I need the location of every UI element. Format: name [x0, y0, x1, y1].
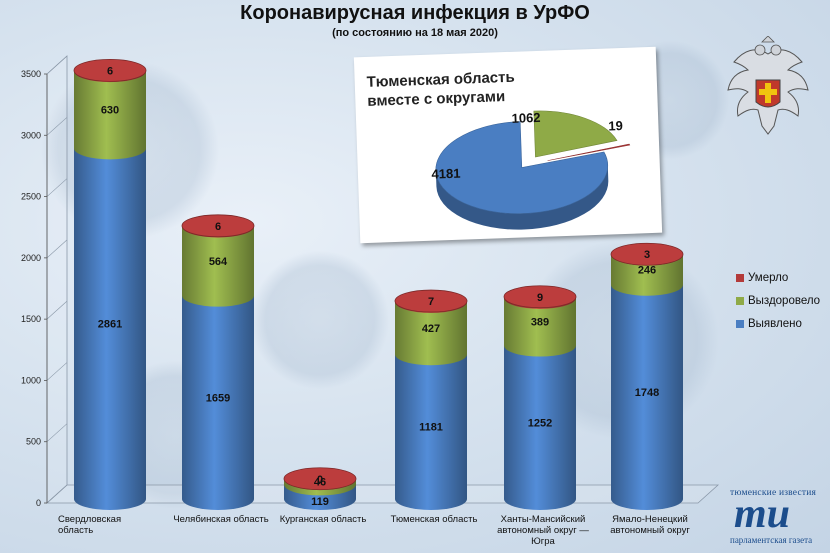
chart-subtitle: (по состоянию на 18 мая 2020)	[332, 27, 498, 39]
logo-mark: ти	[734, 491, 791, 537]
x-category-label: автономный округ	[610, 525, 690, 536]
segment-recovered	[395, 301, 467, 366]
data-label-died: 7	[428, 296, 434, 308]
newspaper-logo: тюменские известия ти парламентская газе…	[728, 488, 828, 550]
data-label-detected: 1748	[635, 387, 659, 399]
x-category-label: область	[58, 525, 93, 536]
eagle-emblem-icon	[727, 36, 809, 135]
data-label-detected: 1181	[419, 422, 443, 434]
legend-swatch	[736, 273, 744, 282]
data-label-died: 6	[107, 65, 113, 77]
y-gridline	[46, 117, 68, 136]
data-label-died: 0	[317, 474, 323, 486]
segment-detected	[504, 345, 576, 510]
data-label-detected: 1252	[528, 417, 552, 429]
y-gridline	[46, 55, 68, 75]
data-label-died: 6	[215, 221, 221, 233]
x-category-label: Челябинская область	[173, 514, 268, 525]
y-tick-label: 3500	[21, 69, 41, 79]
logo-top-text: тюменские известия	[730, 488, 817, 498]
pie-slice-detected	[435, 121, 609, 214]
pie-data-label: 1062	[511, 110, 540, 126]
cylinder-top-cap	[503, 285, 577, 309]
data-label-detected: 2861	[98, 319, 122, 331]
pie-data-label: 19	[608, 118, 623, 133]
legend-label: Выздоровело	[748, 294, 821, 307]
legend-label: Умерло	[748, 271, 789, 284]
segment-recovered	[611, 254, 683, 296]
segment-detected	[611, 284, 683, 510]
cylinder-top-cap	[181, 214, 255, 238]
x-category-label: Ханты-Мансийский	[501, 514, 586, 525]
data-label-died: 3	[644, 249, 650, 261]
legend-item-recovered: Выздоровело	[736, 289, 820, 312]
y-tick-label: 2000	[21, 253, 41, 263]
data-label-recovered: 46	[314, 477, 326, 489]
y-tick-label: 500	[26, 437, 41, 447]
background-virus-decoration	[250, 250, 390, 390]
pie-data-label: 4181	[431, 166, 460, 182]
chart-side-wall	[46, 55, 68, 504]
y-gridline	[46, 423, 68, 442]
data-label-detected: 1659	[206, 392, 230, 404]
x-category-label: Ямало-Ненецкий	[612, 514, 688, 525]
legend-item-detected: Выявлено	[736, 312, 820, 335]
legend-label: Выявлено	[748, 317, 802, 330]
segment-detected	[182, 295, 254, 510]
chart-legend: Умерло Выздоровело Выявлено	[736, 266, 820, 335]
y-gridline	[46, 362, 68, 381]
x-category-label: автономный округ —	[497, 525, 589, 536]
cylinder-top-cap	[283, 467, 357, 491]
legend-item-died: Умерло	[736, 266, 820, 289]
y-tick-label: 1000	[21, 375, 41, 385]
chart-title: Коронавирусная инфекция в УрФО	[240, 2, 590, 24]
segment-detected	[74, 148, 146, 511]
y-gridline	[46, 300, 68, 320]
segment-detected	[395, 354, 467, 510]
legend-swatch	[736, 319, 744, 328]
data-label-detected: 119	[311, 496, 329, 508]
pie-chart: 4181 1062 19	[431, 110, 631, 230]
segment-recovered	[504, 297, 576, 357]
pie-slice-side	[435, 164, 609, 230]
y-tick-label: 1500	[21, 314, 41, 324]
data-label-recovered: 630	[101, 105, 119, 117]
data-label-died: 9	[537, 292, 543, 304]
x-category-label: Югра	[531, 536, 555, 547]
cylinder-top-cap	[394, 289, 468, 313]
y-gridline	[46, 178, 68, 197]
data-label-recovered: 389	[531, 317, 549, 329]
x-category-label: Курганская область	[280, 514, 367, 525]
y-tick-label: 0	[36, 498, 41, 508]
cylinder-top-cap	[73, 58, 147, 82]
logo-bottom-text: парламентская газета	[730, 535, 813, 545]
inset-pie-card: Тюменская область вместе с округами 4181…	[353, 46, 663, 244]
segment-recovered	[74, 71, 146, 160]
data-label-recovered: 427	[422, 323, 440, 335]
data-label-recovered: 246	[638, 265, 656, 277]
data-label-recovered: 564	[209, 256, 228, 268]
y-gridline	[46, 484, 68, 504]
y-tick-label: 2500	[21, 192, 41, 202]
y-tick-label: 3000	[21, 130, 41, 140]
x-category-label: Тюменская область	[391, 514, 478, 525]
cylinder-top-cap	[610, 242, 684, 266]
x-category-label: Свердловская	[58, 514, 121, 525]
pie-slice-died	[547, 143, 631, 161]
segment-recovered	[182, 226, 254, 307]
pie-slice-recovered	[533, 110, 618, 158]
legend-swatch	[736, 296, 744, 305]
y-gridline	[46, 239, 68, 259]
